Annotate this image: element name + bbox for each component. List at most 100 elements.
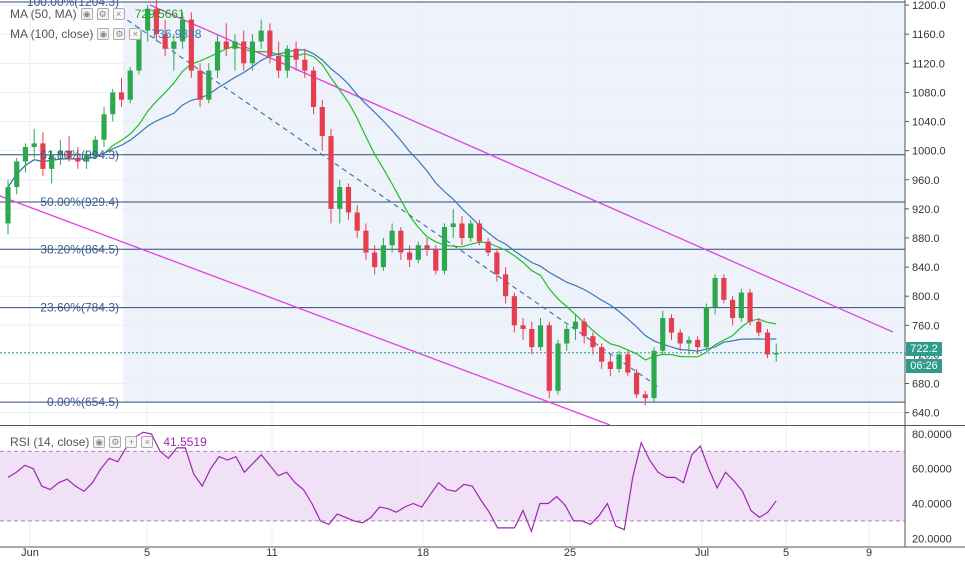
candle-body[interactable] [214, 41, 221, 71]
candle-body[interactable] [625, 354, 631, 373]
candle-body[interactable] [459, 223, 465, 238]
candle-body[interactable] [310, 70, 317, 107]
candle-body[interactable] [57, 150, 63, 155]
candle-body[interactable] [660, 318, 666, 351]
candle-body[interactable] [127, 70, 133, 100]
candle-body[interactable] [5, 187, 11, 224]
candle-body[interactable] [485, 241, 491, 253]
candle-body[interactable] [145, 8, 151, 31]
candle-body[interactable] [31, 143, 37, 148]
close-icon[interactable]: × [141, 436, 154, 448]
candle-body[interactable] [738, 292, 744, 319]
candle-body[interactable] [232, 41, 238, 49]
candle-body[interactable] [555, 343, 561, 391]
visibility-icon[interactable]: ◉ [93, 436, 106, 448]
candle-body[interactable] [468, 223, 474, 238]
candle-body[interactable] [450, 223, 456, 228]
candle-body[interactable] [363, 230, 369, 253]
candle-body[interactable] [92, 139, 98, 155]
candle-body[interactable] [380, 245, 386, 268]
settings-icon[interactable]: ⚙ [113, 28, 126, 40]
candle-body[interactable] [729, 299, 736, 319]
candle-body[interactable] [633, 372, 640, 395]
candle-body[interactable] [433, 248, 439, 271]
settings-icon[interactable]: ⚙ [96, 8, 109, 20]
candle-body[interactable] [101, 114, 107, 140]
candle-body[interactable] [441, 227, 448, 271]
settings-icon[interactable]: ⚙ [109, 436, 122, 448]
candle-body[interactable] [40, 143, 46, 169]
candle-body[interactable] [319, 106, 325, 137]
candle-body[interactable] [206, 70, 212, 100]
candle-body[interactable] [267, 30, 273, 57]
candle-body[interactable] [546, 325, 552, 391]
candle-body[interactable] [703, 307, 709, 348]
candle-body[interactable] [494, 252, 500, 275]
candle-body[interactable] [406, 252, 413, 260]
candle-body[interactable] [302, 59, 308, 71]
candle-body[interactable] [590, 336, 596, 348]
candle-body[interactable] [389, 230, 395, 246]
candle-body[interactable] [66, 150, 72, 158]
candle-body[interactable] [581, 321, 587, 337]
candle-body[interactable] [415, 245, 421, 260]
candle-body[interactable] [520, 325, 526, 329]
visibility-icon[interactable]: ◉ [97, 28, 110, 40]
candle-body[interactable] [83, 154, 90, 162]
candle-body[interactable] [537, 325, 544, 348]
candle-body[interactable] [511, 296, 517, 326]
candle-body[interactable] [345, 187, 352, 213]
candle-body[interactable] [188, 19, 194, 71]
channel-lower-line[interactable] [0, 195, 611, 426]
candle-body[interactable] [14, 161, 20, 188]
candle-body[interactable] [695, 339, 701, 348]
candle-body[interactable] [110, 92, 116, 115]
candle-body[interactable] [249, 41, 256, 64]
candle-body[interactable] [75, 157, 81, 162]
candle-body[interactable] [564, 328, 570, 344]
candle-body[interactable] [276, 56, 282, 71]
candle-body[interactable] [686, 339, 692, 344]
candle-body[interactable] [49, 154, 55, 169]
rsi-legend[interactable]: RSI (14, close) ◉ ⚙ + × 41.5519 [10, 435, 207, 449]
candle-body[interactable] [651, 350, 657, 399]
ma50-legend[interactable]: MA (50, MA) ◉ ⚙ × 729.5661 [10, 7, 185, 21]
candle-body[interactable] [677, 332, 683, 344]
candle-body[interactable] [136, 30, 142, 71]
close-icon[interactable]: × [112, 8, 125, 20]
candle-body[interactable] [162, 34, 168, 49]
candle-body[interactable] [197, 70, 203, 100]
ma50-line[interactable] [7, 45, 777, 361]
candle-body[interactable] [642, 394, 648, 399]
candle-body[interactable] [616, 354, 622, 369]
candle-body[interactable] [223, 41, 229, 49]
candle-body[interactable] [398, 230, 404, 253]
candle-body[interactable] [241, 41, 247, 64]
close-icon[interactable]: × [129, 28, 142, 40]
candle-body[interactable] [258, 30, 264, 42]
candle-body[interactable] [529, 328, 535, 348]
ma100-legend[interactable]: MA (100, close) ◉ ⚙ × 736.9338 [10, 27, 201, 41]
candle-body[interactable] [476, 223, 483, 242]
candle-body[interactable] [721, 277, 727, 300]
candle-body[interactable] [337, 187, 343, 209]
add-icon[interactable]: + [125, 436, 138, 448]
candle-body[interactable] [599, 347, 605, 362]
candle-body[interactable] [153, 8, 160, 35]
channel-upper-line[interactable] [149, 4, 894, 333]
candle-body[interactable] [747, 292, 753, 322]
candle-body[interactable] [668, 318, 675, 333]
candle-body[interactable] [354, 212, 360, 231]
candle-body[interactable] [118, 92, 125, 100]
candle-body[interactable] [180, 19, 186, 42]
candle-body[interactable] [372, 252, 378, 268]
candle-body[interactable] [756, 321, 762, 333]
candle-body[interactable] [764, 332, 771, 355]
ma100-line[interactable] [7, 49, 777, 352]
candle-body[interactable] [607, 361, 613, 369]
candle-body[interactable] [328, 136, 334, 209]
candle-body[interactable] [572, 321, 579, 329]
candle-body[interactable] [773, 352, 779, 355]
candle-body[interactable] [712, 277, 718, 308]
candle-body[interactable] [22, 147, 29, 162]
